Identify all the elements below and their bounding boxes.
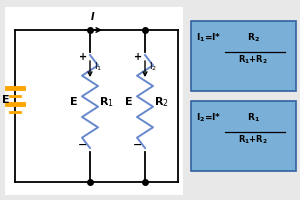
Bar	[5, 7, 183, 195]
Text: −: −	[133, 140, 142, 150]
Text: E: E	[125, 97, 133, 107]
Text: R$_1$: R$_1$	[98, 95, 113, 109]
FancyBboxPatch shape	[191, 21, 296, 91]
Text: E: E	[2, 95, 10, 105]
Text: −: −	[78, 140, 87, 150]
Text: $\mathbf{I_2}$=I*: $\mathbf{I_2}$=I*	[196, 112, 221, 124]
Text: $\mathbf{R_1}$+$\mathbf{R_2}$: $\mathbf{R_1}$+$\mathbf{R_2}$	[238, 54, 268, 66]
Text: $\mathbf{R_1}$+$\mathbf{R_2}$: $\mathbf{R_1}$+$\mathbf{R_2}$	[238, 134, 268, 146]
Text: $\mathbf{R_2}$: $\mathbf{R_2}$	[247, 32, 260, 45]
Text: I$_2$: I$_2$	[149, 61, 157, 73]
Text: +: +	[134, 52, 142, 62]
Text: +: +	[79, 52, 87, 62]
Text: $\mathbf{R_1}$: $\mathbf{R_1}$	[247, 112, 260, 124]
Text: E: E	[70, 97, 78, 107]
Text: I$_1$: I$_1$	[94, 61, 102, 73]
Text: R$_2$: R$_2$	[154, 95, 168, 109]
Text: I: I	[91, 12, 95, 22]
FancyBboxPatch shape	[191, 101, 296, 171]
Text: $\mathbf{I_1}$=I*: $\mathbf{I_1}$=I*	[196, 32, 221, 45]
